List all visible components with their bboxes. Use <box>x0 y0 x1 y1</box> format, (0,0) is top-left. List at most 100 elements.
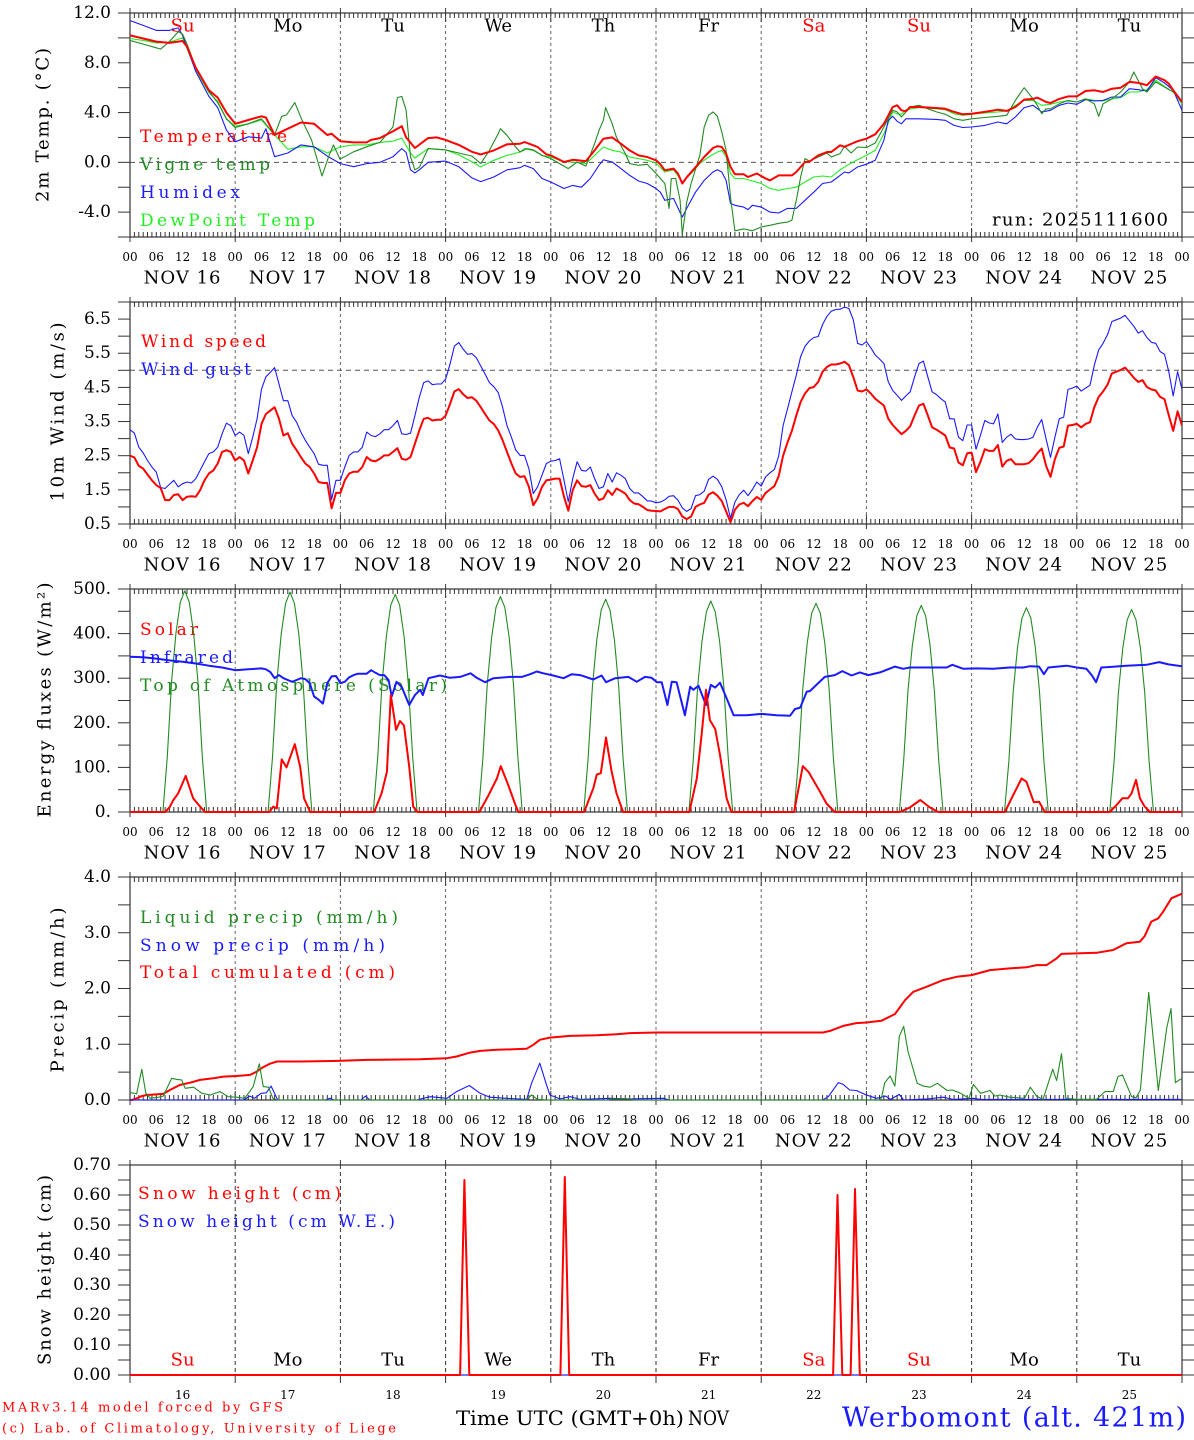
x-hour-label: 12 <box>806 250 821 264</box>
weekday-label: Su <box>907 16 931 37</box>
x-day-label: NOV 16 <box>144 268 222 289</box>
x-hour-label: 18 <box>306 250 321 264</box>
x-hour-label: 00 <box>859 1113 874 1127</box>
x-hour-label: 06 <box>569 250 584 264</box>
y-tick-label: 5.5 <box>84 343 111 363</box>
x-hour-label: 18 <box>832 250 847 264</box>
x-hour-label: 18 <box>201 825 216 839</box>
x-hour-label: 06 <box>569 1113 584 1127</box>
x-hour-label: 00 <box>1069 537 1084 551</box>
x-hour-label: 00 <box>543 250 558 264</box>
legend-total-cumulated: Total cumulated (cm) <box>140 963 395 983</box>
y-tick-label: 4.0 <box>84 867 111 887</box>
x-hour-label: 18 <box>1148 537 1163 551</box>
x-hour-label: 18 <box>306 825 321 839</box>
y-tick-label: 3.0 <box>84 923 111 943</box>
x-hour-label: 00 <box>859 825 874 839</box>
x-hour-label: 00 <box>1069 250 1084 264</box>
x-hour-label: 12 <box>1122 825 1137 839</box>
y-tick-label: 0.50 <box>73 1215 111 1235</box>
x-day-label: NOV 25 <box>1090 843 1168 864</box>
x-hour-label: 00 <box>543 825 558 839</box>
x-hour-label: 18 <box>517 825 532 839</box>
x-day-label: NOV 18 <box>354 268 432 289</box>
x-day-number-label: 25 <box>1122 1388 1137 1402</box>
x-hour-label: 00 <box>438 537 453 551</box>
x-hour-label: 06 <box>885 825 900 839</box>
series-line-snow-precip-mm-h <box>130 1062 1182 1101</box>
x-day-label: NOV 20 <box>564 555 642 576</box>
x-day-number-label: 24 <box>1017 1388 1033 1402</box>
x-hour-label: 06 <box>990 250 1005 264</box>
x-day-number-label: 19 <box>491 1388 506 1402</box>
x-hour-label: 06 <box>149 825 164 839</box>
x-hour-label: 06 <box>1095 825 1110 839</box>
x-day-label: NOV 17 <box>249 843 327 864</box>
x-hour-label: 18 <box>517 1113 532 1127</box>
x-day-label: NOV 20 <box>564 268 642 289</box>
x-hour-label: 18 <box>938 537 953 551</box>
x-day-label: NOV 25 <box>1090 555 1168 576</box>
x-axis-title: Time UTC (GMT+0h) <box>456 1406 684 1430</box>
y-tick-label: 200. <box>73 713 111 733</box>
series-line-snow-height-cm <box>130 1176 1182 1376</box>
x-day-label: NOV 24 <box>985 268 1063 289</box>
weekday-label: Tu <box>381 1350 405 1371</box>
x-day-number-label: 23 <box>911 1388 926 1402</box>
x-hour-label: 18 <box>1043 250 1058 264</box>
series-line-liquid-precip-mm-h <box>130 991 1182 1101</box>
x-hour-label: 12 <box>806 537 821 551</box>
x-day-number-label: 21 <box>701 1388 716 1402</box>
x-hour-label: 12 <box>1122 250 1137 264</box>
x-hour-label: 18 <box>1148 250 1163 264</box>
weekday-label: Su <box>907 1350 931 1371</box>
y-tick-label: 0.0 <box>84 152 111 172</box>
weekday-label: Su <box>171 1350 195 1371</box>
x-hour-label: 00 <box>122 537 137 551</box>
x-hour-label: 00 <box>859 250 874 264</box>
x-day-label: NOV 22 <box>775 268 853 289</box>
x-hour-label: 18 <box>306 537 321 551</box>
x-hour-label: 06 <box>675 250 690 264</box>
x-hour-label: 12 <box>280 825 295 839</box>
x-hour-label: 00 <box>1174 825 1189 839</box>
x-hour-label: 00 <box>122 250 137 264</box>
x-hour-label: 00 <box>122 1113 137 1127</box>
x-day-number-label: 22 <box>806 1388 821 1402</box>
x-hour-label: 12 <box>175 250 190 264</box>
weekday-label: Tu <box>1118 16 1142 37</box>
y-tick-label: 0.70 <box>73 1155 111 1175</box>
x-hour-label: 18 <box>727 825 742 839</box>
y-tick-label: 4.5 <box>84 377 111 397</box>
y-tick-label: 1.5 <box>84 480 111 500</box>
x-hour-label: 18 <box>412 825 427 839</box>
x-hour-label: 12 <box>806 1113 821 1127</box>
x-hour-label: 18 <box>517 537 532 551</box>
x-hour-label: 12 <box>596 250 611 264</box>
y-tick-label: 500. <box>73 579 111 599</box>
y-tick-label: 1.0 <box>84 1034 111 1054</box>
x-hour-label: 18 <box>622 1113 637 1127</box>
x-day-label: NOV 24 <box>985 843 1063 864</box>
x-hour-label: 06 <box>464 825 479 839</box>
x-day-label: NOV 20 <box>564 843 642 864</box>
x-day-label: NOV 16 <box>144 1131 222 1152</box>
x-day-label: NOV 20 <box>564 1131 642 1152</box>
x-hour-label: 00 <box>754 825 769 839</box>
x-hour-label: 00 <box>754 250 769 264</box>
x-hour-label: 00 <box>648 1113 663 1127</box>
panel-snow-height: Snow height (cm) Snow height (cm) Snow h… <box>35 1155 1194 1402</box>
series-line-humidex <box>130 19 1182 218</box>
y-tick-label: 0.5 <box>84 514 111 534</box>
x-hour-label: 18 <box>1043 1113 1058 1127</box>
x-hour-label: 00 <box>438 825 453 839</box>
month-label: NOV <box>688 1406 729 1430</box>
x-hour-label: 00 <box>438 250 453 264</box>
x-hour-label: 06 <box>675 1113 690 1127</box>
x-minor-ticks-bottom <box>133 232 1179 237</box>
x-hour-label: 06 <box>359 250 374 264</box>
x-day-number-label: 20 <box>596 1388 611 1402</box>
x-hour-label: 06 <box>885 250 900 264</box>
